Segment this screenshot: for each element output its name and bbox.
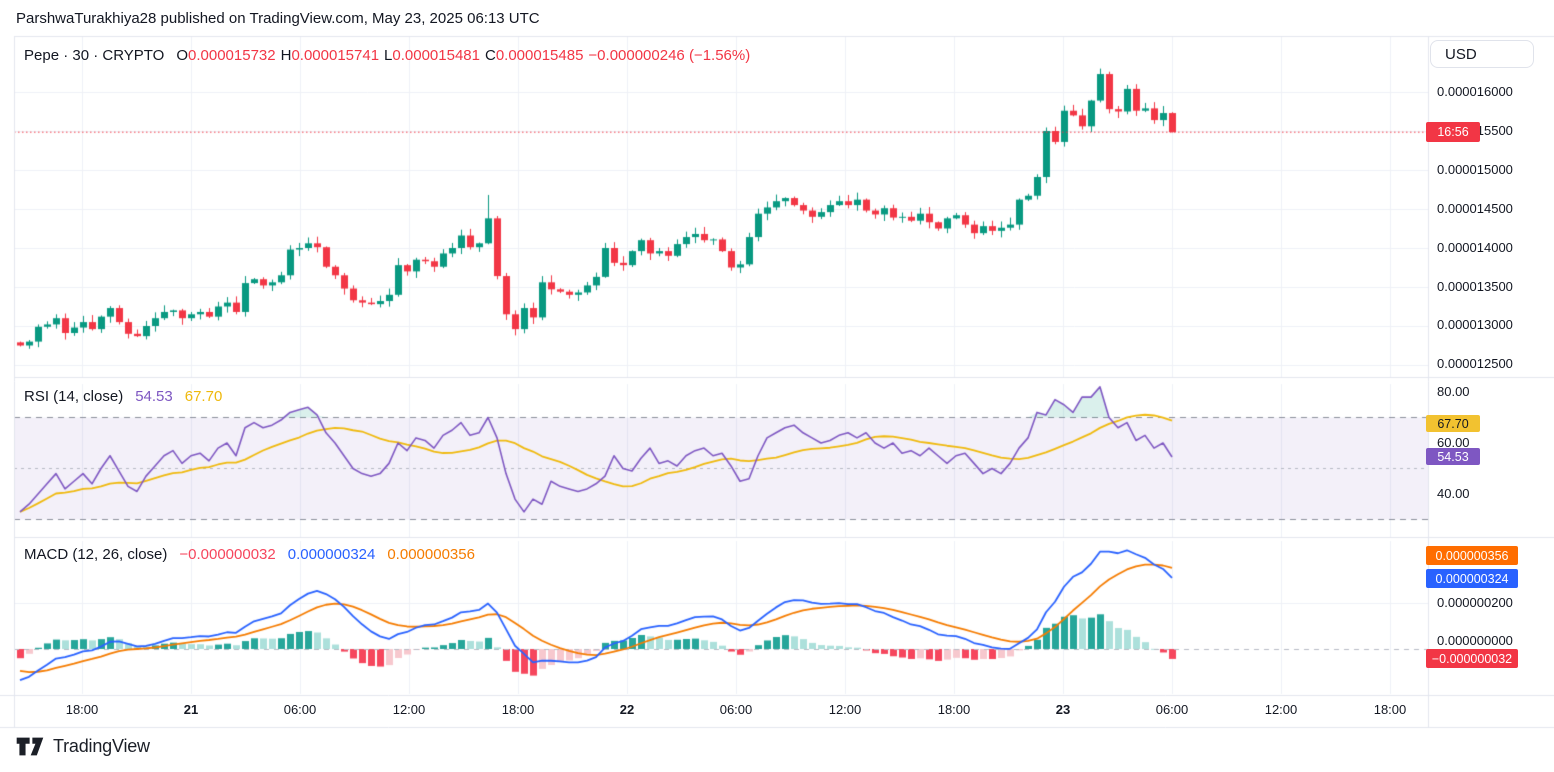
price-axis-label-14000: 0.000014000 [1437, 240, 1513, 255]
high-key: H [280, 47, 292, 64]
price-axis-label-12500: 0.000012500 [1437, 356, 1513, 371]
time-label-3: 12:00 [392, 702, 426, 717]
low-value: 0.000015481 [392, 47, 480, 64]
currency-button[interactable]: USD [1430, 40, 1534, 68]
high-value: 0.000015741 [291, 47, 380, 64]
time-label-day-23: 23 [1055, 702, 1071, 717]
time-label-2: 06:00 [283, 702, 317, 717]
rsi-axis-label-40: 40.00 [1437, 486, 1470, 501]
time-label-0: 18:00 [65, 702, 99, 717]
signal-badge: 0.000000356 [1426, 546, 1518, 565]
rsi-axis-label-60: 60.00 [1437, 435, 1470, 450]
macd-hist-value: −0.000000032 [179, 546, 276, 563]
macd-axis-label-0: 0.000000000 [1437, 633, 1513, 648]
macd-line-value: 0.000000324 [287, 546, 376, 563]
rsi-value-badge: 54.53 [1426, 448, 1480, 465]
macd-legend: MACD (12, 26, close) −0.000000032 0.0000… [24, 546, 475, 563]
rsi-label[interactable]: RSI (14, close) [24, 388, 124, 405]
symbol-title[interactable]: Pepe · 30 · CRYPTO [24, 47, 165, 64]
ohlc-high: H0.000015741 [281, 47, 379, 64]
time-label-6: 06:00 [719, 702, 753, 717]
time-label-7: 12:00 [828, 702, 862, 717]
publish-header: ParshwaTurakhiya28 published on TradingV… [16, 10, 540, 27]
ohlc-close: C0.000015485 [485, 47, 583, 64]
countdown-badge: 16:56 [1426, 122, 1480, 142]
open-key: O [176, 47, 189, 64]
time-label-11: 12:00 [1264, 702, 1298, 717]
symbol-legend: Pepe · 30 · CRYPTO O0.000015732 H0.00001… [24, 47, 750, 64]
tradingview-link[interactable]: TradingView [16, 736, 150, 757]
price-axis-label-13000: 0.000013000 [1437, 317, 1513, 332]
macd-badge: 0.000000324 [1426, 569, 1518, 588]
macd-axis-label-200: 0.000000200 [1437, 595, 1513, 610]
time-label-12: 18:00 [1373, 702, 1407, 717]
time-label-4: 18:00 [501, 702, 535, 717]
rsi-legend: RSI (14, close) 54.53 67.70 [24, 388, 222, 405]
price-axis-label-15000: 0.000015000 [1437, 162, 1513, 177]
time-label-day-21: 21 [183, 702, 199, 717]
tradingview-brand-text: TradingView [53, 736, 150, 756]
hist-badge: −0.000000032 [1426, 649, 1518, 668]
time-label-10: 06:00 [1155, 702, 1189, 717]
rsi-axis-label-80: 80.00 [1437, 384, 1470, 399]
macd-signal-value: 0.000000356 [387, 546, 475, 563]
price-change: −0.000000246 (−1.56%) [588, 47, 751, 64]
tradingview-logo-icon [16, 736, 46, 757]
close-key: C [484, 47, 496, 64]
price-axis-label-14500: 0.000014500 [1437, 201, 1513, 216]
ohlc-open: O0.000015732 [176, 47, 275, 64]
open-value: 0.000015732 [188, 47, 276, 64]
time-label-day-22: 22 [619, 702, 635, 717]
rsi-ma-value: 67.70 [184, 388, 223, 405]
rsi-value: 54.53 [135, 388, 173, 405]
close-value: 0.000015485 [495, 47, 584, 64]
low-key: L [384, 47, 393, 64]
rsi-ma-badge: 67.70 [1426, 415, 1480, 432]
ohlc-low: L0.000015481 [384, 47, 480, 64]
price-axis-label-16000: 0.000016000 [1437, 84, 1513, 99]
macd-label[interactable]: MACD (12, 26, close) [24, 546, 168, 563]
price-axis-label-13500: 0.000013500 [1437, 279, 1513, 294]
time-label-8: 18:00 [937, 702, 971, 717]
